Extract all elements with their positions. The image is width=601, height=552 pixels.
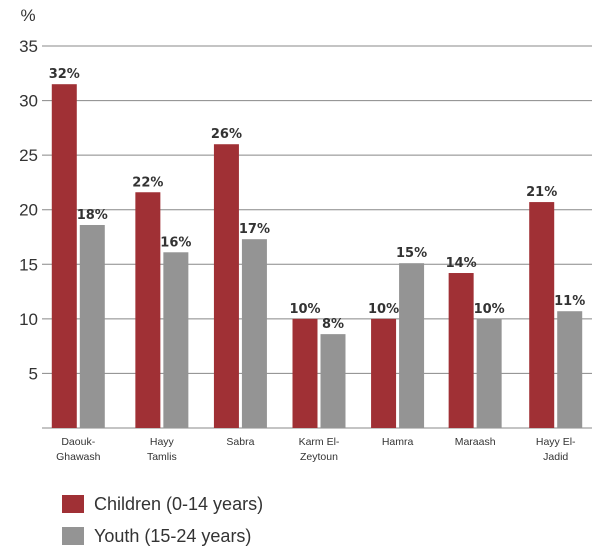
legend-item-youth: Youth (15-24 years) (62, 520, 263, 552)
category-label-6: Hayy El-Jadid (536, 436, 576, 463)
category-label-4: Hamra (382, 436, 414, 448)
bar-children-0 (51, 84, 77, 428)
y-tick-label-15: 15 (19, 255, 38, 274)
category-label-5: Maraash (455, 436, 496, 448)
y-axis-unit-label: % (20, 6, 35, 25)
bar-youth-2 (241, 239, 267, 428)
data-label-youth-3: 8% (322, 317, 344, 332)
legend-label-youth: Youth (15-24 years) (94, 525, 252, 546)
category-label-0: Daouk-Ghawash (56, 436, 101, 463)
data-label-children-6: 21% (526, 185, 557, 200)
data-label-youth-1: 16% (160, 235, 191, 250)
data-label-youth-4: 15% (396, 246, 427, 261)
bar-children-2 (213, 144, 239, 428)
data-label-children-5: 14% (446, 256, 477, 271)
bar-youth-5 (476, 318, 502, 428)
bar-children-5 (448, 273, 474, 428)
y-tick-label-10: 10 (19, 310, 38, 329)
data-label-youth-5: 10% (474, 302, 505, 317)
legend-label-children: Children (0-14 years) (94, 493, 264, 514)
bar-children-6 (529, 202, 555, 428)
category-label-2: Sabra (226, 436, 254, 448)
legend-swatch-children (62, 495, 84, 513)
bar-children-4 (371, 318, 397, 428)
legend: Children (0-14 years) Youth (15-24 years… (62, 488, 263, 552)
data-label-youth-0: 18% (77, 208, 108, 223)
bar-youth-3 (320, 334, 346, 428)
bar-youth-0 (79, 224, 105, 428)
legend-swatch-youth (62, 527, 84, 545)
data-label-children-4: 10% (368, 302, 399, 317)
data-label-children-3: 10% (289, 302, 320, 317)
category-label-1: Hayy Tamlis (147, 436, 177, 463)
legend-item-children: Children (0-14 years) (62, 488, 263, 520)
data-label-youth-6: 11% (554, 294, 585, 309)
bar-children-1 (135, 192, 161, 428)
bar-youth-1 (163, 252, 189, 428)
y-tick-label-30: 30 (19, 92, 38, 111)
bar-chart: % 5 10 15 20 25 30 35 32% 18% Daouk-Ghawash 22% 16% H… (19, 6, 592, 463)
y-tick-label-5: 5 (29, 364, 38, 383)
data-label-children-2: 26% (211, 127, 242, 142)
y-tick-label-20: 20 (19, 201, 38, 220)
bar-youth-6 (557, 311, 583, 428)
data-label-children-0: 32% (49, 67, 80, 82)
category-label-3: Karm El-Zeytoun (299, 436, 340, 463)
bar-youth-4 (399, 263, 425, 428)
y-tick-label-35: 35 (19, 37, 38, 56)
data-label-children-1: 22% (132, 175, 163, 190)
y-tick-label-25: 25 (19, 146, 38, 165)
data-label-youth-2: 17% (239, 222, 270, 237)
bar-children-3 (292, 318, 318, 428)
